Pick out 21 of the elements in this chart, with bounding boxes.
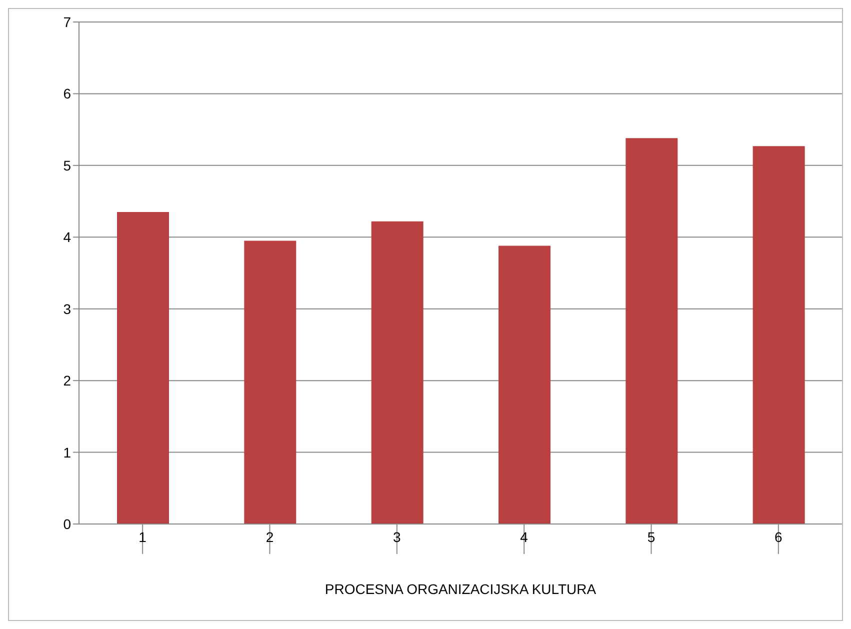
bar	[626, 138, 678, 524]
bar	[498, 246, 550, 524]
x-tick-label: 6	[774, 528, 783, 545]
bar	[244, 240, 296, 524]
bar	[371, 221, 424, 524]
y-tick-label: 2	[63, 372, 72, 389]
y-tick-label: 3	[63, 300, 72, 317]
y-tick-label: 5	[63, 157, 72, 174]
bar	[117, 212, 169, 524]
y-tick-label: 4	[63, 229, 72, 246]
x-tick-label: 5	[647, 528, 656, 545]
x-tick-label: 2	[266, 528, 274, 545]
y-tick-label: 0	[63, 516, 72, 532]
y-tick-label: 7	[63, 14, 72, 30]
x-tick-label: 3	[393, 528, 402, 545]
bar	[752, 146, 805, 524]
y-tick-label: 1	[63, 444, 72, 460]
x-axis-title: PROCESNA ORGANIZACIJSKA KULTURA	[324, 581, 597, 597]
y-tick-label: 6	[63, 86, 72, 102]
x-tick-label: 1	[138, 528, 147, 545]
x-tick-label: 4	[520, 528, 528, 545]
